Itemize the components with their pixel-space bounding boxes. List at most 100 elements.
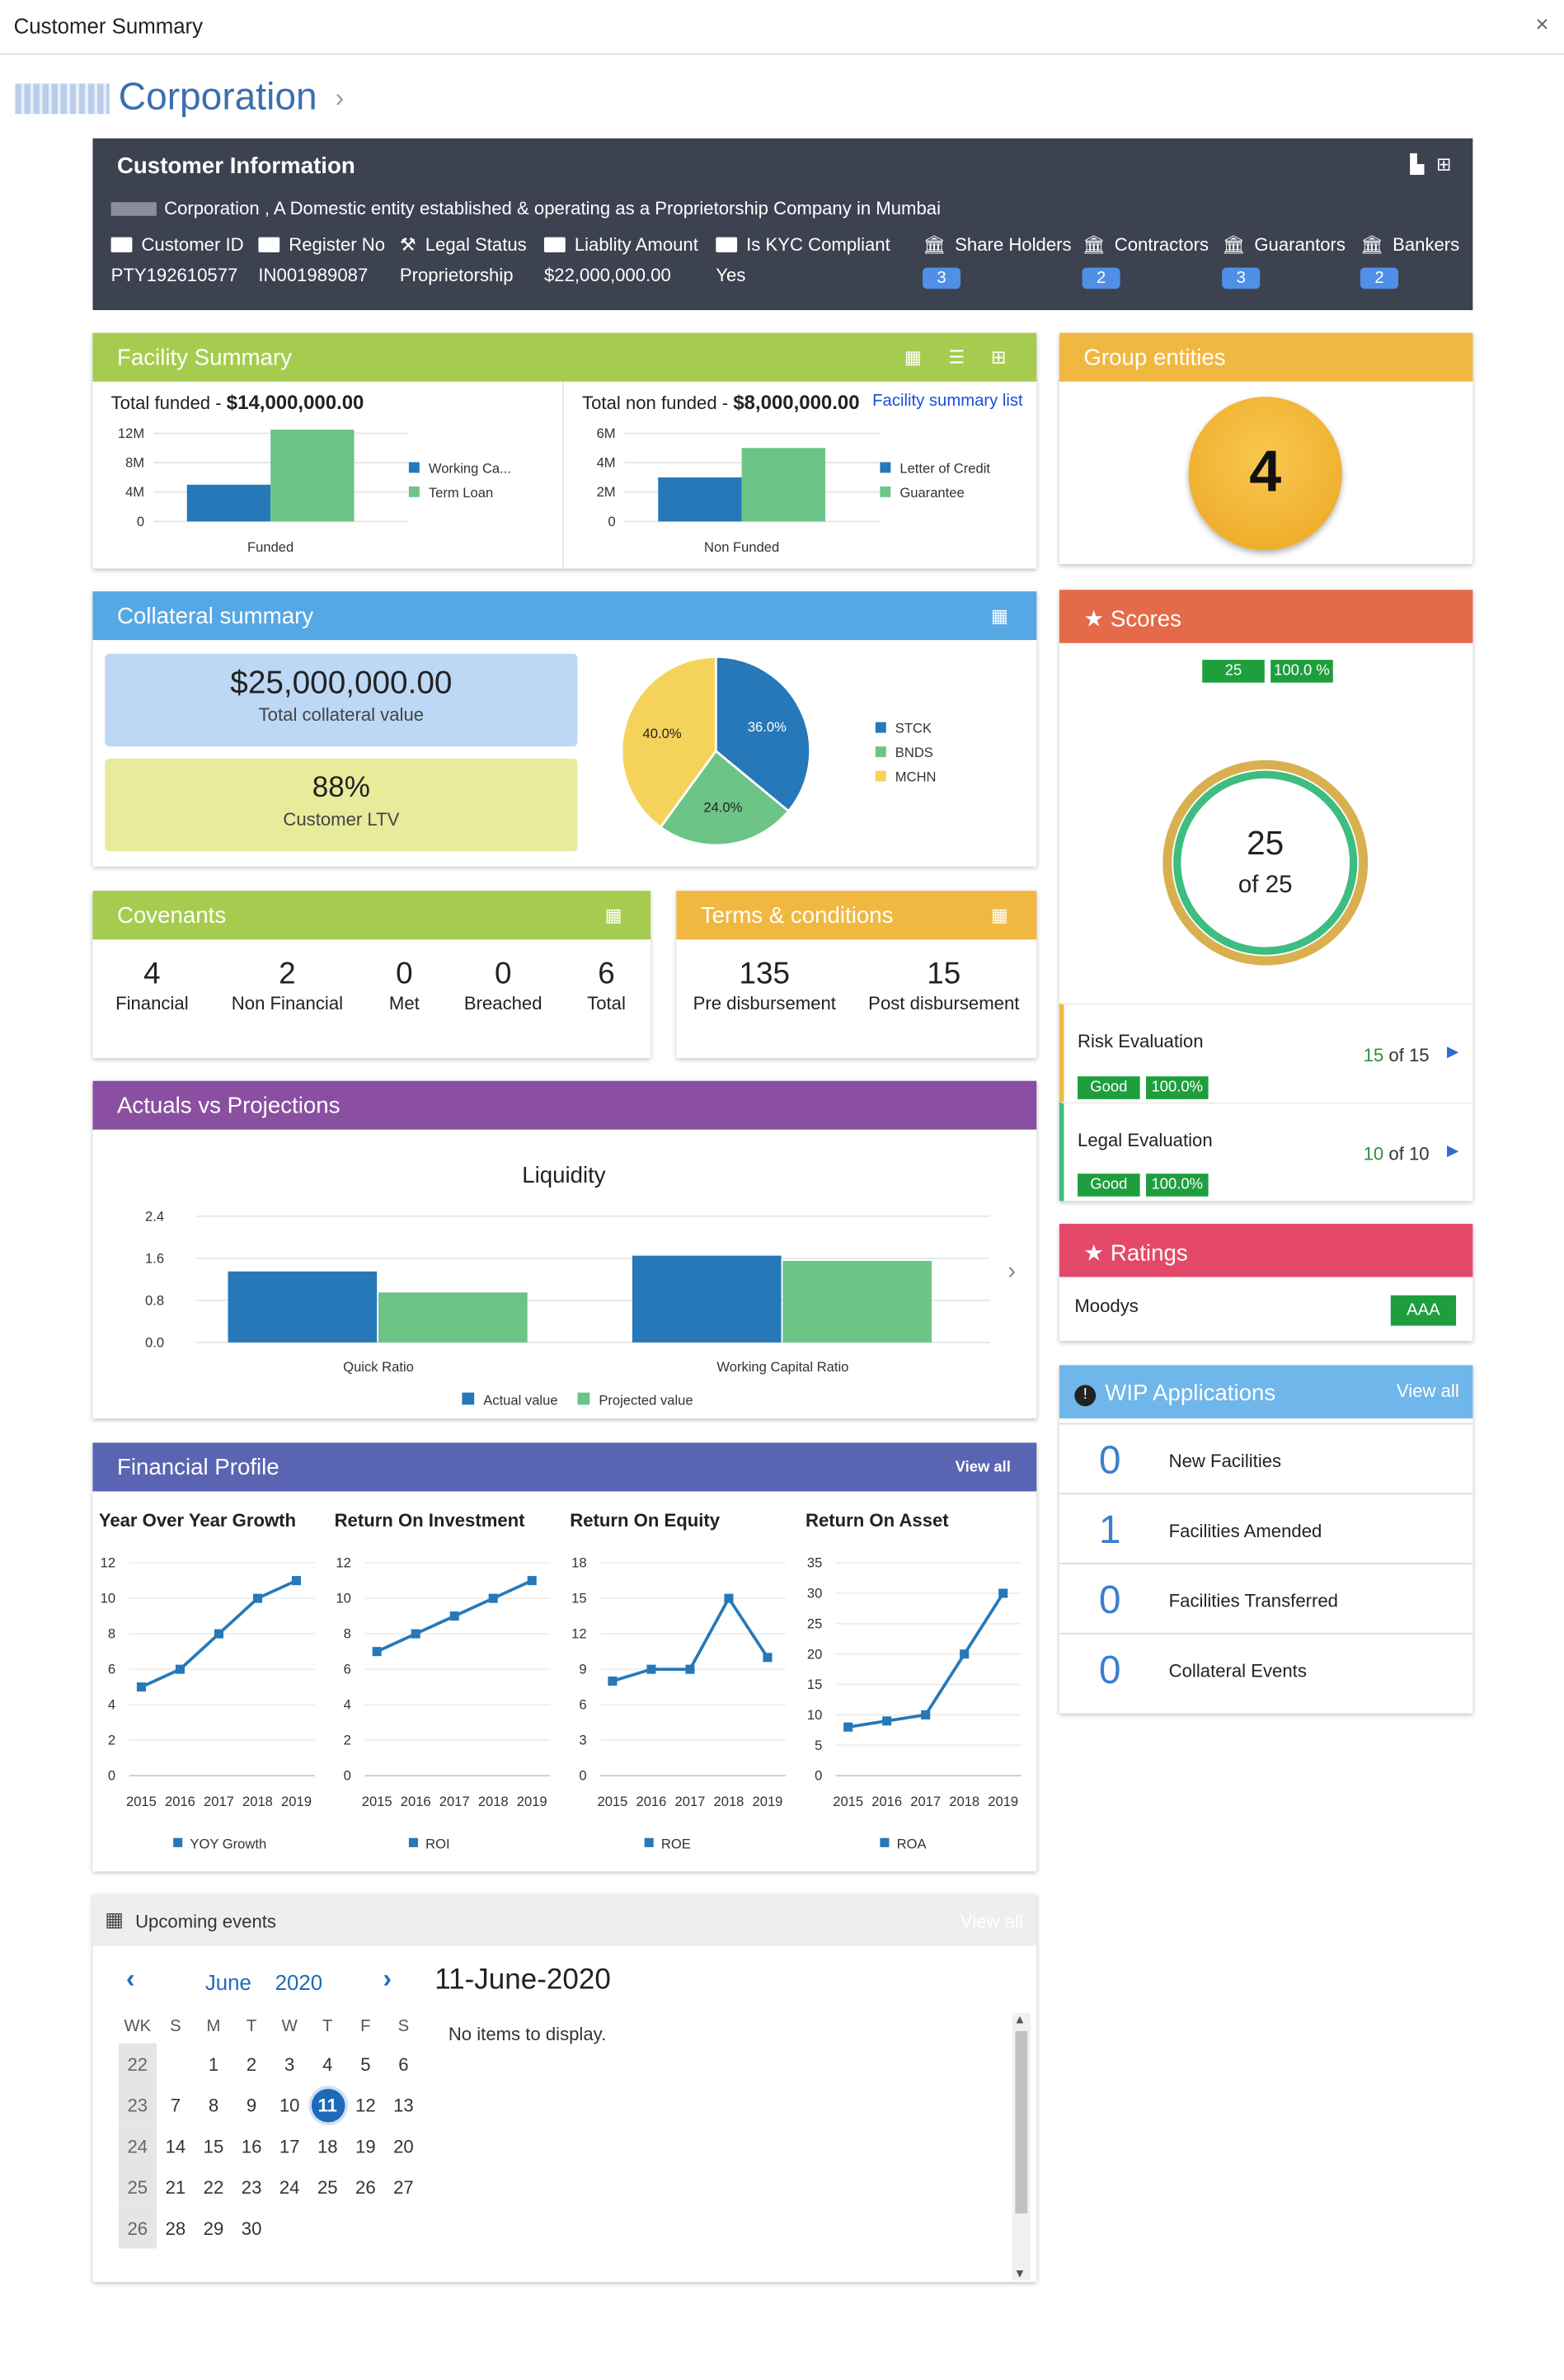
- calendar-day[interactable]: 14: [165, 2135, 186, 2157]
- next-month-icon[interactable]: ›: [383, 1964, 392, 1993]
- calendar-day[interactable]: 18: [317, 2135, 338, 2157]
- calendar-day[interactable]: 26: [355, 2175, 376, 2198]
- bankers-label[interactable]: 🏛 Bankers: [1360, 233, 1460, 256]
- calendar-day[interactable]: 6: [398, 2053, 409, 2075]
- grid-view-icon[interactable]: ▦: [604, 904, 622, 926]
- chevron-right-icon[interactable]: ›: [1007, 1258, 1017, 1285]
- weekday-header: S: [397, 2017, 410, 2036]
- data-point: [136, 1682, 146, 1692]
- calendar-day[interactable]: 29: [203, 2217, 224, 2239]
- covenant-breached[interactable]: 0 Breached: [463, 957, 542, 1014]
- calendar-day[interactable]: 9: [246, 2094, 257, 2116]
- y-tick-label: 2M: [597, 484, 616, 500]
- calendar-day[interactable]: 15: [203, 2135, 224, 2157]
- upcoming-events-card: ▦ Upcoming events View all ‹ June 2020 ›…: [92, 1894, 1037, 2283]
- calendar-day[interactable]: 13: [393, 2094, 414, 2116]
- covenant-financial[interactable]: 4 Financial: [115, 957, 189, 1014]
- legend-label: ROI: [425, 1837, 449, 1852]
- chevron-right-icon[interactable]: ▶: [1447, 1143, 1459, 1160]
- calendar-day[interactable]: 11: [308, 2084, 346, 2125]
- grid-view-icon[interactable]: ▦: [904, 346, 922, 369]
- x-tick-label: 2019: [988, 1794, 1018, 1809]
- page-title[interactable]: Corporation: [118, 76, 317, 119]
- briefcase-icon: [543, 237, 566, 253]
- covenant-non-financial[interactable]: 2 Non Financial: [231, 957, 344, 1014]
- calendar-day[interactable]: 7: [170, 2094, 181, 2116]
- y-tick-label: 4: [344, 1697, 351, 1713]
- calendar-day[interactable]: 10: [279, 2094, 300, 2116]
- wip-item[interactable]: 1 Facilities Amended: [1059, 1493, 1473, 1563]
- data-point: [372, 1647, 382, 1657]
- actuals-card: Actuals vs Projections Liquidity 2.4 1.6 0.…: [92, 1080, 1037, 1418]
- calendar-day[interactable]: 28: [165, 2217, 186, 2239]
- share-holders-count[interactable]: 3: [923, 267, 961, 289]
- selected-day[interactable]: 11: [310, 2088, 345, 2122]
- chevron-right-icon[interactable]: ▶: [1447, 1044, 1459, 1061]
- prev-month-icon[interactable]: ‹: [126, 1964, 135, 1993]
- guarantors-count[interactable]: 3: [1222, 267, 1261, 289]
- hierarchy-icon[interactable]: ⊞: [990, 346, 1007, 369]
- x-tick-label: 2018: [714, 1794, 744, 1809]
- bankers-count[interactable]: 2: [1360, 267, 1399, 289]
- y-tick-label: 1.6: [145, 1250, 164, 1266]
- covenants-header: Covenants: [92, 891, 651, 940]
- calendar-day[interactable]: 30: [241, 2217, 262, 2239]
- id-card-icon: [110, 237, 133, 253]
- list-view-icon[interactable]: ☰: [948, 346, 965, 369]
- facility-summary-list-link[interactable]: Facility summary list: [872, 392, 1023, 411]
- grid-view-icon[interactable]: ▦: [990, 904, 1008, 926]
- calendar-day[interactable]: 4: [322, 2053, 333, 2075]
- calendar-day: [346, 2208, 384, 2249]
- wip-item[interactable]: 0 New Facilities: [1059, 1423, 1473, 1493]
- calendar-day[interactable]: 17: [279, 2135, 300, 2157]
- calendar-day[interactable]: 19: [355, 2135, 376, 2157]
- guarantors-label[interactable]: 🏛 Guarantors: [1222, 233, 1346, 256]
- hierarchy-icon[interactable]: ⊞: [1435, 153, 1452, 176]
- group-entities-card: Group entities 4: [1059, 332, 1473, 564]
- calendar-day[interactable]: 23: [241, 2175, 262, 2198]
- legal-evaluation-row[interactable]: Legal Evaluation Good 100.0% 10 of 10 ▶: [1059, 1102, 1473, 1202]
- covenant-met[interactable]: 0 Met: [388, 957, 420, 1014]
- pre-disbursement[interactable]: 135 Pre disbursement: [693, 957, 836, 1014]
- wip-view-all-link[interactable]: View all: [1396, 1380, 1459, 1402]
- calendar-day[interactable]: 5: [360, 2053, 371, 2075]
- data-point: [763, 1653, 773, 1663]
- y-tick-label: 2: [344, 1733, 351, 1748]
- events-view-all-link[interactable]: View all: [960, 1911, 1023, 1933]
- wip-item[interactable]: 0 Facilities Transferred: [1059, 1563, 1473, 1633]
- calendar-year[interactable]: 2020: [275, 1970, 323, 1995]
- post-disbursement[interactable]: 15 Post disbursement: [868, 957, 1020, 1014]
- calendar-month[interactable]: June: [204, 1970, 251, 1995]
- calendar-day[interactable]: 25: [317, 2175, 338, 2198]
- share-holders-label[interactable]: 🏛 Share Holders: [923, 233, 1072, 256]
- calendar-day[interactable]: 22: [203, 2175, 224, 2198]
- calendar-day[interactable]: 1: [208, 2053, 219, 2075]
- risk-evaluation-row[interactable]: Risk Evaluation Good 100.0% 15 of 15 ▶: [1059, 1003, 1473, 1103]
- calendar-day[interactable]: 3: [284, 2053, 295, 2075]
- calendar-day[interactable]: 27: [393, 2175, 414, 2198]
- calendar-day[interactable]: 16: [241, 2135, 262, 2157]
- calendar-day[interactable]: 24: [279, 2175, 300, 2198]
- calendar-day: [270, 2208, 308, 2249]
- calendar-day[interactable]: 20: [393, 2135, 414, 2157]
- y-tick-label: 0.0: [145, 1334, 164, 1350]
- pie-slice-label: 40.0%: [643, 726, 682, 741]
- calendar-day[interactable]: 21: [165, 2175, 186, 2198]
- calendar-day[interactable]: 8: [208, 2094, 219, 2116]
- calendar-day[interactable]: 2: [246, 2053, 257, 2075]
- week-number: 24: [118, 2125, 157, 2166]
- legend-label: ROE: [661, 1837, 691, 1852]
- ratings-title: ★ Ratings: [1083, 1240, 1188, 1267]
- covenant-total[interactable]: 6 Total: [587, 957, 626, 1014]
- industry-icon[interactable]: ▙: [1410, 153, 1425, 176]
- contractors-label[interactable]: 🏛 Contractors: [1082, 233, 1209, 256]
- grid-view-icon[interactable]: ▦: [990, 604, 1008, 627]
- close-icon[interactable]: ×: [1535, 12, 1549, 39]
- events-scrollbar[interactable]: ▲ ▼: [1012, 2012, 1031, 2281]
- wip-item[interactable]: 0 Collateral Events: [1059, 1632, 1473, 1703]
- chevron-right-icon[interactable]: ›: [335, 82, 345, 112]
- contractors-count[interactable]: 2: [1082, 267, 1120, 289]
- financial-view-all-link[interactable]: View all: [955, 1459, 1011, 1477]
- calendar-day[interactable]: 12: [355, 2094, 376, 2116]
- group-entities-count[interactable]: 4: [1188, 397, 1342, 551]
